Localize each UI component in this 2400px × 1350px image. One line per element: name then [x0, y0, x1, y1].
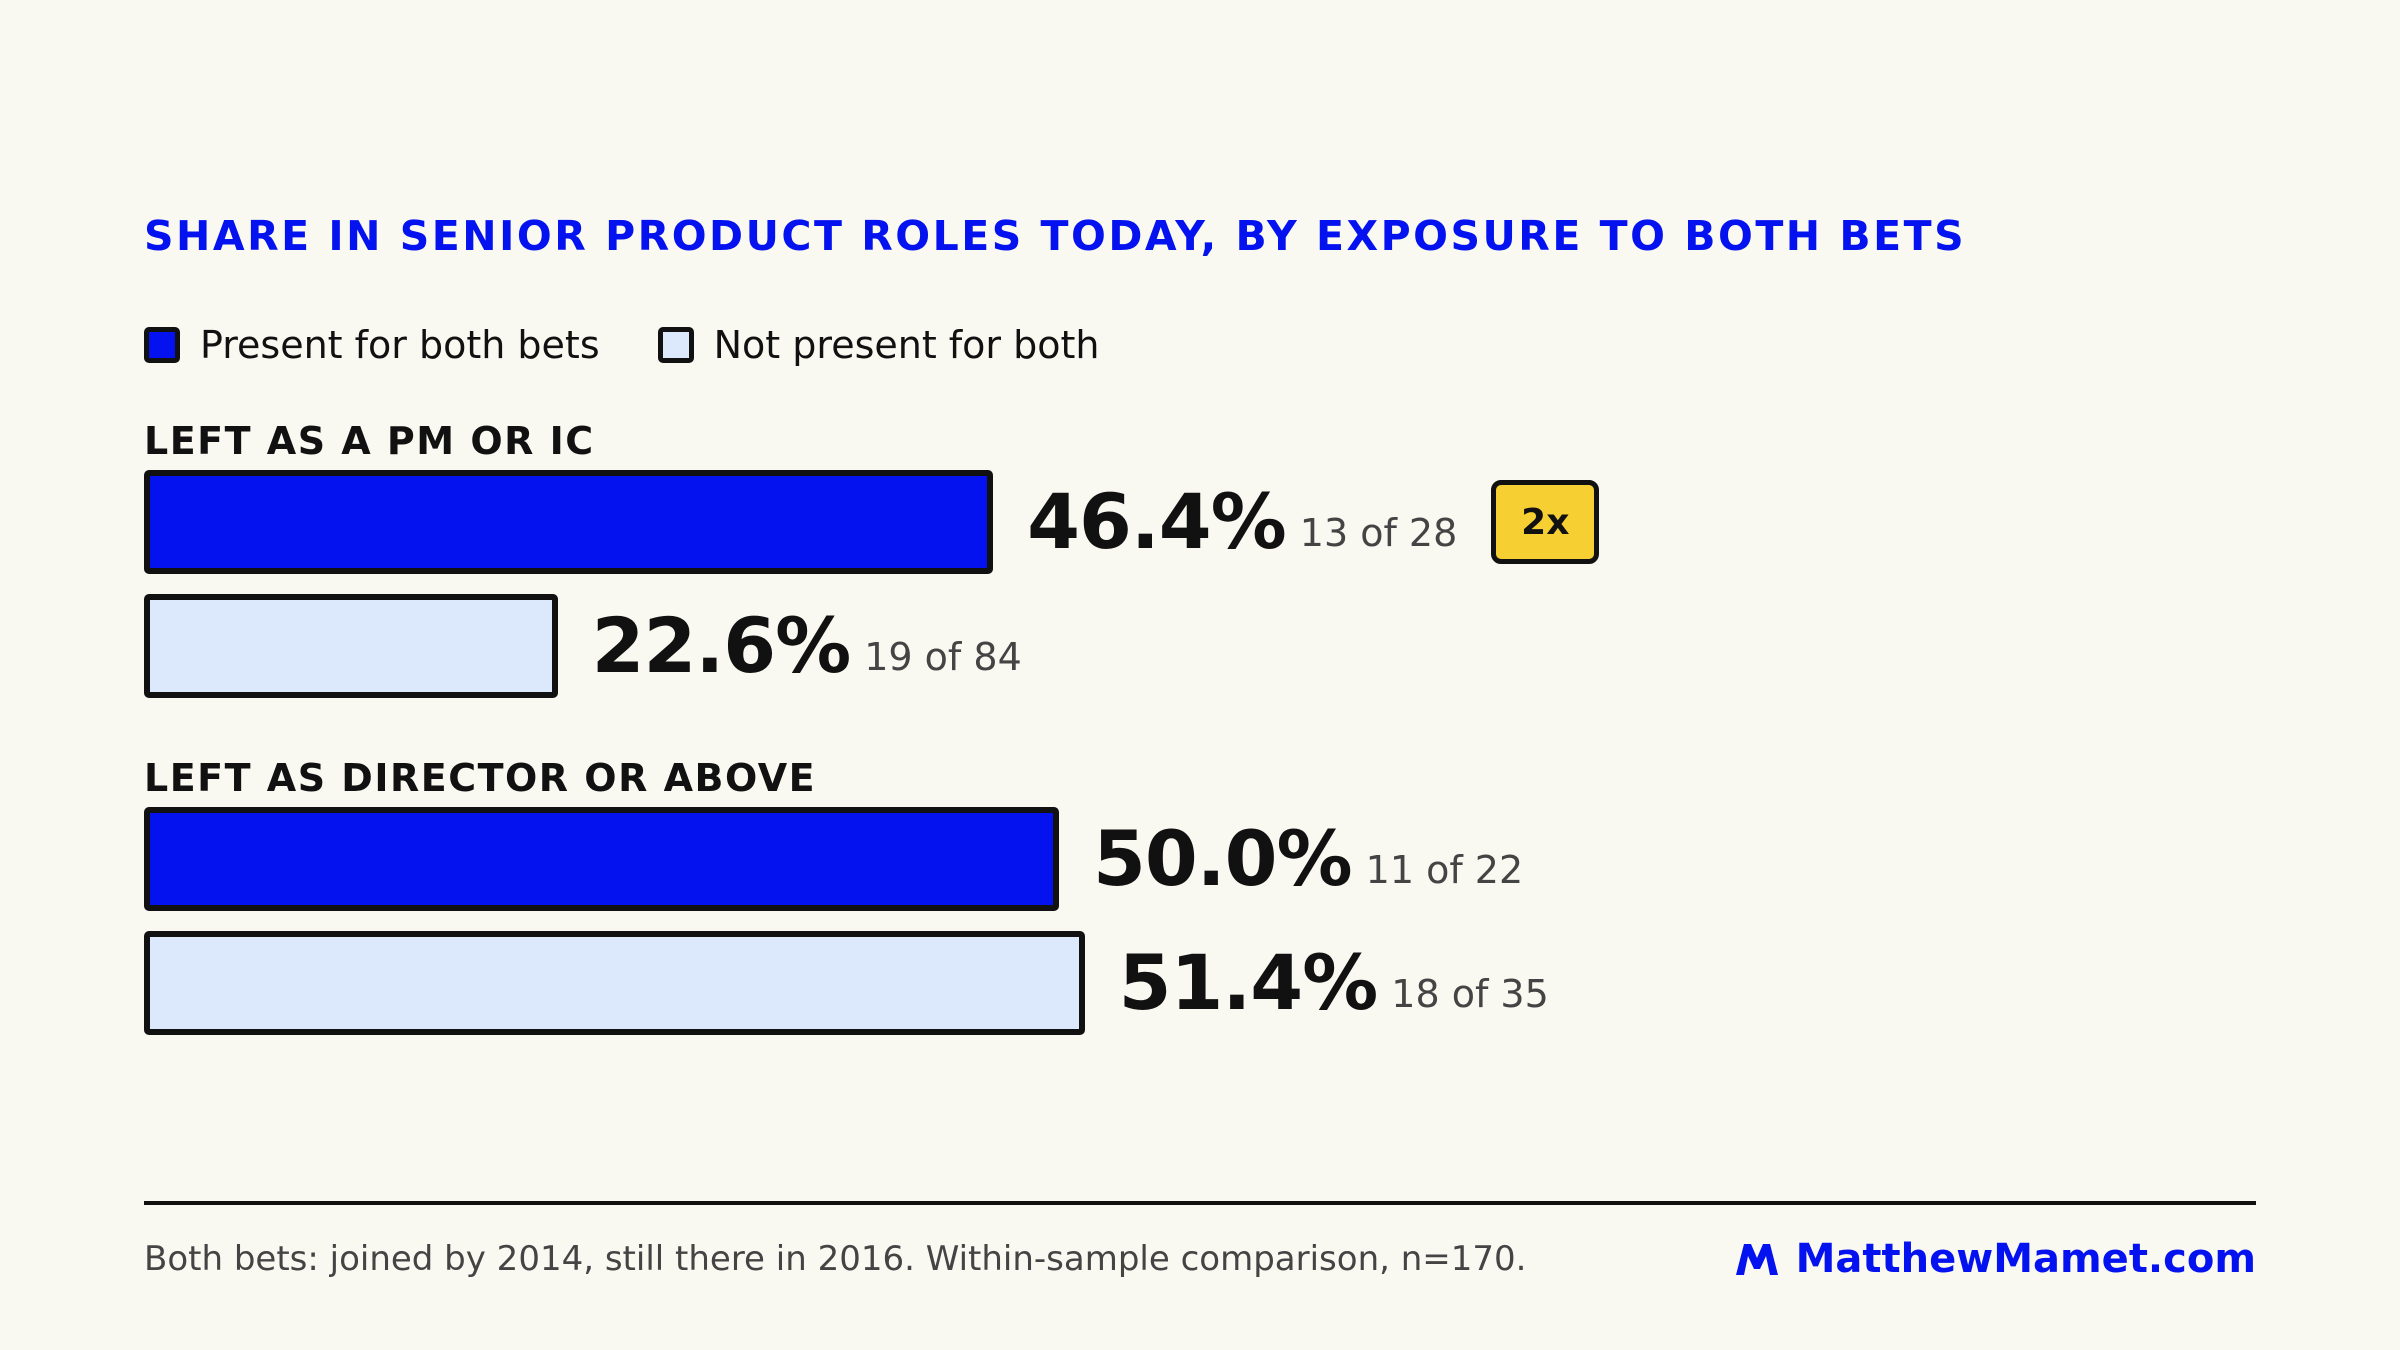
multiplier-badge: 2x [1491, 480, 1600, 564]
legend: Present for both bets Not present for bo… [144, 322, 1158, 368]
percent-label: 50.0% [1093, 814, 1353, 903]
brand-link[interactable]: MatthewMamet.com [1734, 1233, 2256, 1285]
bar-value-not-present-for-both-left-as-director-or-above: 51.4% 18 of 35 [1119, 931, 1549, 1035]
bar-not-present-for-both-left-as-director-or-above [144, 931, 1085, 1035]
group-label-left-as-a-pm-or-ic: LEFT AS A PM OR IC [144, 419, 595, 463]
bar-value-not-present-for-both-left-as-a-pm-or-ic: 22.6% 19 of 84 [592, 594, 1022, 698]
m-logo-icon [1735, 1244, 1778, 1275]
count-label: 18 of 35 [1391, 972, 1549, 1016]
footer-divider [144, 1201, 2256, 1205]
percent-label: 22.6% [591, 601, 852, 690]
bar-present-for-both-bets-left-as-director-or-above [144, 807, 1059, 911]
legend-label-not-present: Not present for both [713, 323, 1100, 367]
percent-label: 51.4% [1118, 938, 1379, 1027]
legend-swatch-not-present [657, 327, 694, 363]
group-label-left-as-director-or-above: LEFT AS DIRECTOR OR ABOVE [144, 756, 817, 800]
bar-value-present-for-both-bets-left-as-a-pm-or-ic: 46.4% 13 of 28 2x [1027, 470, 1600, 574]
bar-not-present-for-both-left-as-a-pm-or-ic [144, 594, 558, 698]
bar-present-for-both-bets-left-as-a-pm-or-ic [144, 470, 994, 574]
brand-name: MatthewMamet.com [1795, 1236, 2256, 1282]
percent-label: 46.4% [1027, 477, 1287, 566]
bar-value-present-for-both-bets-left-as-director-or-above: 50.0% 11 of 22 [1093, 807, 1523, 911]
count-label: 19 of 84 [864, 635, 1022, 679]
legend-item-not-present: Not present for both [657, 322, 1100, 368]
legend-label-present: Present for both bets [200, 323, 600, 367]
count-label: 11 of 22 [1365, 848, 1524, 892]
legend-swatch-present [144, 327, 180, 363]
legend-item-present: Present for both bets [144, 322, 600, 368]
chart-title: SHARE IN SENIOR PRODUCT ROLES TODAY, BY … [144, 212, 1967, 260]
count-label: 13 of 28 [1299, 511, 1458, 555]
footnote: Both bets: joined by 2014, still there i… [144, 1239, 1527, 1279]
